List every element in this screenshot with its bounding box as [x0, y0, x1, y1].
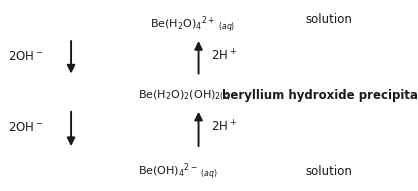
Text: Be(H$_2$O)$_4$$^{2+}$ $_{(aq)}$: Be(H$_2$O)$_4$$^{2+}$ $_{(aq)}$ [150, 14, 236, 35]
Text: beryllium hydroxide precipitate: beryllium hydroxide precipitate [222, 89, 418, 102]
Text: 2H$^+$: 2H$^+$ [211, 49, 237, 64]
Text: Be(H$_2$O)$_2$(OH)$_{2(s)}$: Be(H$_2$O)$_2$(OH)$_{2(s)}$ [138, 88, 231, 103]
Text: Be(OH)$_4$$^{2-}$ $_{(aq)}$: Be(OH)$_4$$^{2-}$ $_{(aq)}$ [138, 161, 218, 182]
Text: 2OH$^-$: 2OH$^-$ [8, 50, 44, 63]
Text: 2OH$^-$: 2OH$^-$ [8, 121, 44, 134]
Text: solution: solution [305, 165, 352, 178]
Text: solution: solution [305, 13, 352, 26]
Text: 2H$^+$: 2H$^+$ [211, 119, 237, 135]
